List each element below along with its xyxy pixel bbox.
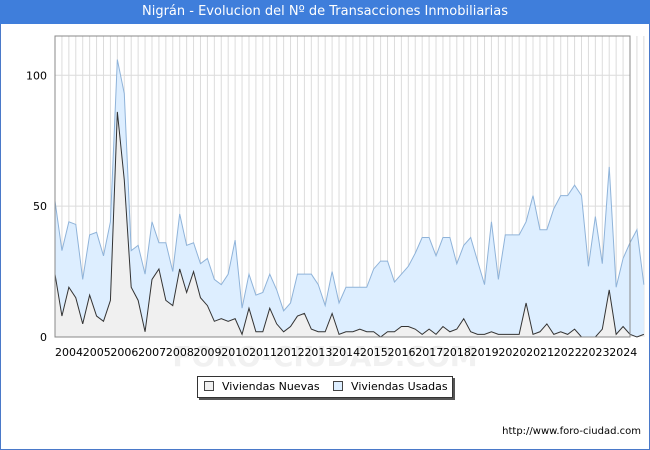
x-tick-label: 2005 bbox=[83, 346, 111, 359]
legend-swatch-nuevas bbox=[204, 381, 214, 391]
x-tick-label: 2017 bbox=[415, 346, 443, 359]
legend-item-usadas: Viviendas Usadas bbox=[333, 377, 448, 397]
legend-label-usadas: Viviendas Usadas bbox=[351, 380, 448, 393]
x-tick-label: 2009 bbox=[194, 346, 222, 359]
series-area-viviendas-nuevas bbox=[55, 111, 644, 338]
x-tick-label: 2019 bbox=[471, 346, 499, 359]
x-tick-label: 2007 bbox=[138, 346, 166, 359]
x-tick-label: 2011 bbox=[249, 346, 277, 359]
x-tick-label: 2014 bbox=[332, 346, 360, 359]
legend-item-nuevas: Viviendas Nuevas bbox=[204, 377, 320, 397]
legend-label-nuevas: Viviendas Nuevas bbox=[222, 380, 320, 393]
x-tick-label: 2021 bbox=[526, 346, 554, 359]
chart-legend: Viviendas Nuevas Viviendas Usadas bbox=[197, 376, 453, 398]
y-tick-label: 0 bbox=[40, 331, 47, 344]
chart-series bbox=[54, 59, 645, 338]
x-tick-label: 2015 bbox=[360, 346, 388, 359]
watermark: FORO-CIUDAD.COM bbox=[172, 340, 478, 373]
x-tick-label: 2008 bbox=[166, 346, 194, 359]
y-tick-label: 100 bbox=[26, 69, 47, 82]
plot-border bbox=[54, 35, 631, 338]
x-tick-label: 2012 bbox=[277, 346, 305, 359]
chart-axes bbox=[54, 35, 631, 338]
x-tick-label: 2013 bbox=[304, 346, 332, 359]
x-tick-label: 2022 bbox=[554, 346, 582, 359]
x-tick-label: 2006 bbox=[110, 346, 138, 359]
y-tick-label: 50 bbox=[33, 200, 47, 213]
x-tick-label: 2010 bbox=[221, 346, 249, 359]
x-tick-label: 2023 bbox=[582, 346, 610, 359]
x-tick-label: 2004 bbox=[55, 346, 83, 359]
chart-title: Nigrán - Evolucion del Nº de Transaccion… bbox=[0, 0, 650, 24]
footer-url: http://www.foro-ciudad.com bbox=[502, 426, 641, 437]
legend-swatch-usadas bbox=[333, 381, 344, 391]
series-line-viviendas-usadas bbox=[54, 59, 645, 312]
series-line-viviendas-nuevas bbox=[54, 111, 645, 338]
x-tick-label: 2020 bbox=[498, 346, 526, 359]
x-tick-label: 2016 bbox=[388, 346, 416, 359]
x-tick-label: 2024 bbox=[609, 346, 637, 359]
x-tick-label: 2018 bbox=[443, 346, 471, 359]
